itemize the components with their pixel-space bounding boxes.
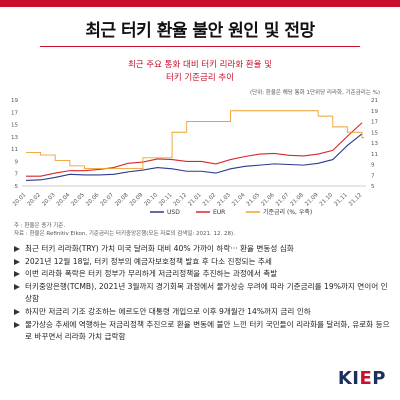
x-axis-tick-label: 21.05 [246,192,262,208]
x-axis-tick-label: 21.12 [348,192,363,207]
right-axis-tick-label: 11 [371,152,378,158]
note-source: 자료 : 환율은 Refinitiv Eikon, 기준금리는 터키중앙은행(모… [14,231,235,237]
legend-label-2: 기준금리 (%, 우축) [263,208,312,216]
right-axis-tick-label: 17 [371,120,378,126]
right-axis-tick-label: 13 [371,141,378,147]
summary-text: 물가상승 추세에 역행하는 저금리정책 추진으로 환율 변동에 불안 느낀 터키… [25,319,390,342]
x-axis-tick-label: 20.06 [85,192,101,208]
summary-list: 최근 터키 리라화(TRY) 가치 미국 달러화 대비 40% 가까이 하락‧‧… [14,243,390,344]
x-axis-tick-label: 21.10 [319,192,335,208]
x-axis-tick-label: 21.08 [290,192,306,208]
left-axis-tick-label: 19 [11,98,18,104]
title-divider [40,46,360,47]
right-axis-tick-label: 19 [371,109,378,115]
left-axis-tick-label: 11 [11,147,18,153]
note-basis: 주 : 환율은 종가 기준. [14,223,66,229]
bullet-arrow-icon [14,321,20,328]
x-axis-tick-label: 21.07 [275,192,291,208]
chart-unit-note: (단위: 환율은 해당 통화 1단위당 리라화, 기준금리는 %) [249,90,380,96]
page-title: 최근 터키 환율 불안 원인 및 전망 [85,21,315,41]
top-accent-bar [0,0,400,7]
left-axis-tick-label: 9 [15,159,19,165]
summary-text: 최근 터키 리라화(TRY) 가치 미국 달러화 대비 40% 가까이 하락‧‧… [25,244,294,253]
summary-item: 하지만 저금리 기조 강조하는 에르도안 대통령 개입으로 이후 9개월간 14… [14,306,390,319]
right-axis-tick-label: 15 [371,130,378,136]
x-axis-tick-label: 20.11 [158,192,173,207]
summary-item: 물가상승 추세에 역행하는 저금리정책 추진으로 환율 변동에 불안 느낀 터키… [14,319,390,344]
left-axis-tick-label: 17 [11,110,18,116]
summary-item: 이번 리라화 폭락은 터키 정부가 무리하게 저금리정책을 추진하는 과정에서 … [14,268,390,281]
x-axis-tick-label: 21.09 [304,192,320,208]
left-axis-tick-label: 15 [11,123,18,129]
bullet-arrow-icon [14,283,20,290]
x-axis-tick-label: 20.05 [70,192,86,208]
legend-label-0: USD [167,209,180,216]
left-axis-tick-label: 5 [15,184,19,190]
x-axis-tick-label: 21.11 [333,192,348,207]
summary-text: 하지만 저금리 기조 강조하는 에르도안 대통령 개입으로 이후 9개월간 14… [25,306,311,316]
summary-item: 2021년 12월 18일, 터키 정부의 예금자보호정책 발효 후 다소 진정… [14,256,390,269]
bullet-arrow-icon [14,308,20,315]
series-line-2 [26,110,364,169]
kiep-logo: KIEP [337,368,386,389]
chart-subtitle-line2: 터키 기준금리 추이 [166,73,234,83]
summary-text: 이번 리라화 폭락은 터키 정부가 무리하게 저금리정책을 추진하는 과정에서 … [25,269,278,279]
x-axis-tick-label: 21.01 [187,192,202,207]
x-axis-tick-label: 20.04 [56,192,72,208]
x-axis-tick-label: 20.03 [41,192,57,208]
x-axis-tick-label: 21.06 [260,192,276,208]
x-axis-tick-label: 20.02 [27,192,42,207]
left-axis-tick-label: 7 [15,172,19,178]
right-axis-tick-label: 5 [371,184,375,190]
series-line-1 [26,122,363,177]
right-axis-tick-label: 9 [371,163,375,169]
x-axis-tick-label: 21.02 [202,192,217,207]
chart-subtitle-line1: 최근 주요 통화 대비 터키 리라화 환율 및 [127,60,273,70]
right-axis-tick-label: 21 [371,98,378,104]
x-axis-tick-label: 21.03 [217,192,233,208]
x-axis-tick-label: 20.01 [12,192,27,207]
bullet-arrow-icon [14,258,20,265]
x-axis-tick-label: 21.04 [231,192,247,208]
bullet-arrow-icon [14,246,20,252]
right-axis-tick-label: 7 [371,173,375,179]
summary-text: 2021년 12월 18일, 터키 정부의 예금자보호정책 발효 후 다소 진정… [25,256,272,266]
x-axis-tick-label: 20.08 [114,192,130,208]
x-axis-tick-label: 20.10 [144,192,160,208]
chart-notes: 주 : 환율은 종가 기준. 자료 : 환율은 Refinitiv Eikon,… [14,222,235,238]
summary-text: 터키중앙은행(TCMB), 2021년 3월까지 경기회복 과정에서 물가상승 … [25,281,388,304]
series-line-0 [25,133,363,182]
left-axis-tick-label: 13 [11,135,18,141]
bullet-arrow-icon [14,271,20,278]
summary-item: 터키중앙은행(TCMB), 2021년 3월까지 경기회복 과정에서 물가상승 … [14,281,390,306]
summary-item: 최근 터키 리라화(TRY) 가치 미국 달러화 대비 40% 가까이 하락‧‧… [14,243,390,256]
x-axis-tick-label: 20.09 [129,192,145,208]
x-axis-tick-label: 20.12 [173,192,188,207]
x-axis-tick-label: 20.07 [100,192,116,208]
legend-label-1: EUR [213,209,225,216]
